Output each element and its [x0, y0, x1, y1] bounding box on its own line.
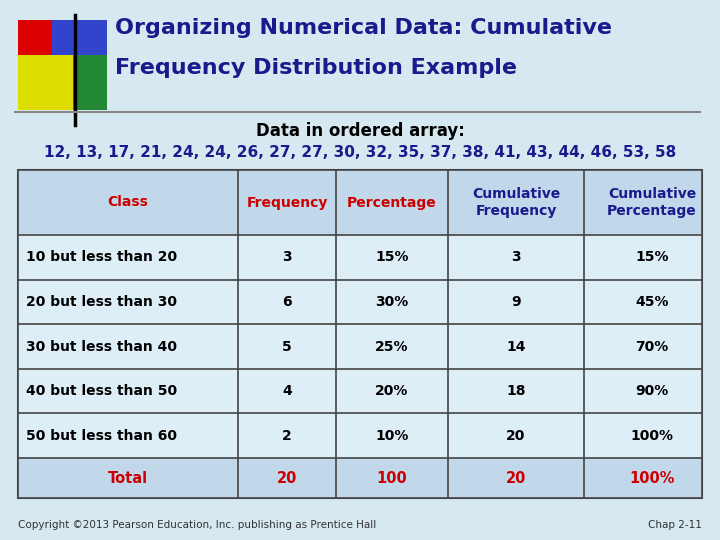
Text: 4: 4 — [282, 384, 292, 398]
Bar — [18, 280, 702, 324]
Bar — [52, 55, 107, 110]
Text: Organizing Numerical Data: Cumulative: Organizing Numerical Data: Cumulative — [115, 18, 612, 38]
Text: 10 but less than 20: 10 but less than 20 — [26, 251, 177, 264]
Text: 25%: 25% — [375, 340, 409, 354]
Text: 15%: 15% — [375, 251, 409, 264]
Text: 90%: 90% — [635, 384, 669, 398]
Text: 9: 9 — [511, 295, 521, 309]
Text: Cumulative
Frequency: Cumulative Frequency — [472, 187, 560, 218]
Text: 20: 20 — [276, 470, 297, 485]
Text: 3: 3 — [511, 251, 521, 264]
Bar — [52, 20, 107, 75]
Bar — [18, 235, 702, 280]
Text: 20%: 20% — [375, 384, 409, 398]
Bar — [18, 170, 702, 235]
Text: Frequency Distribution Example: Frequency Distribution Example — [115, 58, 517, 78]
Text: 14: 14 — [506, 340, 526, 354]
Text: 40 but less than 50: 40 but less than 50 — [26, 384, 177, 398]
Bar — [18, 458, 702, 498]
Text: 30%: 30% — [375, 295, 409, 309]
Text: Data in ordered array:: Data in ordered array: — [256, 122, 464, 140]
Text: 100: 100 — [377, 470, 408, 485]
Text: Chap 2-11: Chap 2-11 — [648, 520, 702, 530]
Text: 100%: 100% — [629, 470, 675, 485]
Text: Frequency: Frequency — [246, 195, 328, 210]
Text: 50 but less than 60: 50 but less than 60 — [26, 429, 177, 443]
Text: 12, 13, 17, 21, 24, 24, 26, 27, 27, 30, 32, 35, 37, 38, 41, 43, 44, 46, 53, 58: 12, 13, 17, 21, 24, 24, 26, 27, 27, 30, … — [44, 145, 676, 160]
Text: 10%: 10% — [375, 429, 409, 443]
Bar — [18, 20, 73, 75]
Text: Cumulative
Percentage: Cumulative Percentage — [607, 187, 697, 218]
Text: 18: 18 — [506, 384, 526, 398]
Text: Percentage: Percentage — [347, 195, 437, 210]
Text: 30 but less than 40: 30 but less than 40 — [26, 340, 177, 354]
Bar — [18, 414, 702, 458]
Text: 20: 20 — [506, 429, 526, 443]
Text: 70%: 70% — [635, 340, 669, 354]
Bar — [18, 324, 702, 369]
Text: 5: 5 — [282, 340, 292, 354]
Text: 3: 3 — [282, 251, 292, 264]
Text: 20: 20 — [506, 470, 526, 485]
Bar — [18, 369, 702, 414]
Bar — [18, 55, 73, 110]
Text: 2: 2 — [282, 429, 292, 443]
Text: 100%: 100% — [631, 429, 673, 443]
Text: Class: Class — [107, 195, 148, 210]
Text: 45%: 45% — [635, 295, 669, 309]
Text: 20 but less than 30: 20 but less than 30 — [26, 295, 177, 309]
Text: Copyright ©2013 Pearson Education, Inc. publishing as Prentice Hall: Copyright ©2013 Pearson Education, Inc. … — [18, 520, 377, 530]
Bar — [18, 170, 702, 498]
Text: Total: Total — [108, 470, 148, 485]
Text: 15%: 15% — [635, 251, 669, 264]
Text: 6: 6 — [282, 295, 292, 309]
